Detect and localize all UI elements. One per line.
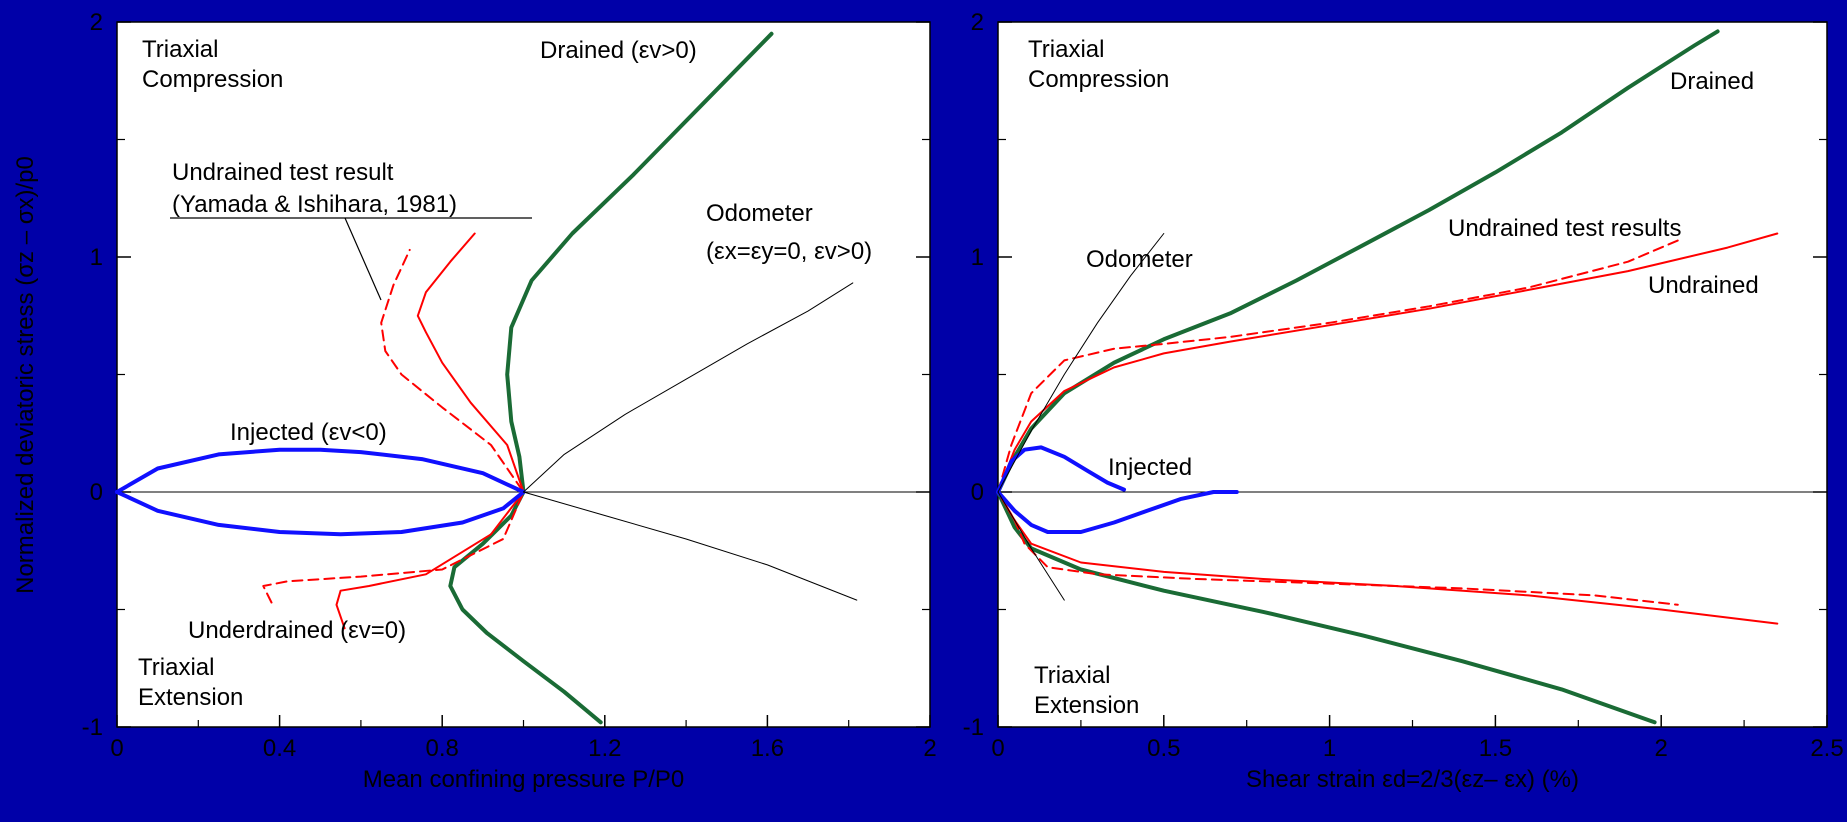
annotation-triaxial-extension: Triaxial bbox=[138, 654, 214, 681]
plot-area bbox=[116, 21, 931, 728]
series-line-odometer-upper bbox=[523, 282, 854, 493]
series-line-odometer-te bbox=[997, 491, 1065, 601]
x-tick-label: 1 bbox=[1323, 735, 1336, 762]
annotation-underdrained: Underdrained (εv=0) bbox=[188, 617, 406, 644]
x-tick-label: 0 bbox=[991, 735, 1004, 762]
annotation-triaxial-compression: Triaxial bbox=[1028, 36, 1104, 63]
y-tick-label: 0 bbox=[90, 479, 103, 506]
annotation-undrained-test: (Yamada & Ishihara, 1981) bbox=[172, 191, 457, 218]
x-tick-label: 1.2 bbox=[588, 735, 621, 762]
annotation-triaxial-compression: Triaxial bbox=[142, 36, 218, 63]
y-tick-label: -1 bbox=[82, 714, 103, 741]
annotation-odometer: Odometer bbox=[706, 200, 813, 227]
x-tick-label: 0.5 bbox=[1147, 735, 1180, 762]
annotation-triaxial-compression: Compression bbox=[142, 66, 283, 93]
y-tick-label: 2 bbox=[971, 9, 984, 36]
annotation-drained: Drained (εv>0) bbox=[540, 37, 697, 64]
annotation-triaxial-compression: Compression bbox=[1028, 66, 1169, 93]
x-tick-label: 2 bbox=[1655, 735, 1668, 762]
annotation-undrained-test: Undrained test results bbox=[1448, 215, 1681, 242]
x-axis-label: Mean confining pressure P/P0 bbox=[363, 766, 685, 793]
annotation-triaxial-extension: Triaxial bbox=[1034, 662, 1110, 689]
y-tick-label: 2 bbox=[90, 9, 103, 36]
chart-panel-2: 0 0.5 1 1.5 2 2.5 -1 0 1 2 Shear strain εd=2/3(εz–… bbox=[963, 9, 1844, 793]
annotation-undrained-test: Undrained test result bbox=[172, 159, 394, 186]
x-tick-label: 1.6 bbox=[751, 735, 784, 762]
x-tick-label: 2.5 bbox=[1810, 735, 1843, 762]
y-axis-label: Normalized deviatoric stress (σz – σx)/p… bbox=[12, 156, 39, 594]
annotation-leader-line bbox=[344, 217, 382, 301]
series-line-injected-upper bbox=[115, 447, 526, 494]
x-tick-label: 0 bbox=[110, 735, 123, 762]
series-line-drained-tc bbox=[996, 29, 1720, 494]
annotation-injected: Injected bbox=[1108, 454, 1192, 481]
series-line-injected-lower bbox=[115, 490, 526, 537]
series-line-undrained-test-te bbox=[997, 491, 1679, 606]
y-tick-label: 0 bbox=[971, 479, 984, 506]
annotation-drained: Drained bbox=[1670, 68, 1754, 95]
plot-area bbox=[997, 21, 1828, 728]
series-line-undrained-te bbox=[997, 491, 1779, 625]
annotation-odometer: (εx=εy=0, εv>0) bbox=[706, 238, 872, 265]
series-line-injected-2 bbox=[996, 490, 1239, 534]
annotation-triaxial-extension: Extension bbox=[1034, 692, 1139, 719]
series-line-odometer-tc bbox=[997, 233, 1165, 493]
series-line-undrained-test bbox=[262, 248, 525, 604]
x-tick-label: 0.8 bbox=[426, 735, 459, 762]
annotation-odometer: Odometer bbox=[1086, 246, 1193, 273]
y-tick-label: -1 bbox=[963, 714, 984, 741]
x-tick-label: 0.4 bbox=[263, 735, 296, 762]
series-line-injected-1 bbox=[996, 445, 1126, 494]
annotation-injected: Injected (εv<0) bbox=[230, 419, 387, 446]
series-line-undrained-test-tc bbox=[997, 239, 1679, 493]
x-axis-label: Shear strain εd=2/3(εz– εx) (%) bbox=[1246, 766, 1579, 793]
series-line-undrained-tc bbox=[997, 232, 1779, 493]
chart-panel-1: 0 0.4 0.8 1.2 1.6 2 -1 0 1 2 Mean confining pressu… bbox=[82, 9, 937, 793]
series-line-odometer-lower bbox=[523, 491, 858, 601]
annotation-undrained: Undrained bbox=[1648, 272, 1759, 299]
y-tick-label: 1 bbox=[90, 244, 103, 271]
annotation-triaxial-extension: Extension bbox=[138, 684, 243, 711]
x-tick-label: 1.5 bbox=[1479, 735, 1512, 762]
x-tick-label: 2 bbox=[923, 735, 936, 762]
y-tick-label: 1 bbox=[971, 244, 984, 271]
series-line-undrained-model bbox=[335, 232, 525, 630]
